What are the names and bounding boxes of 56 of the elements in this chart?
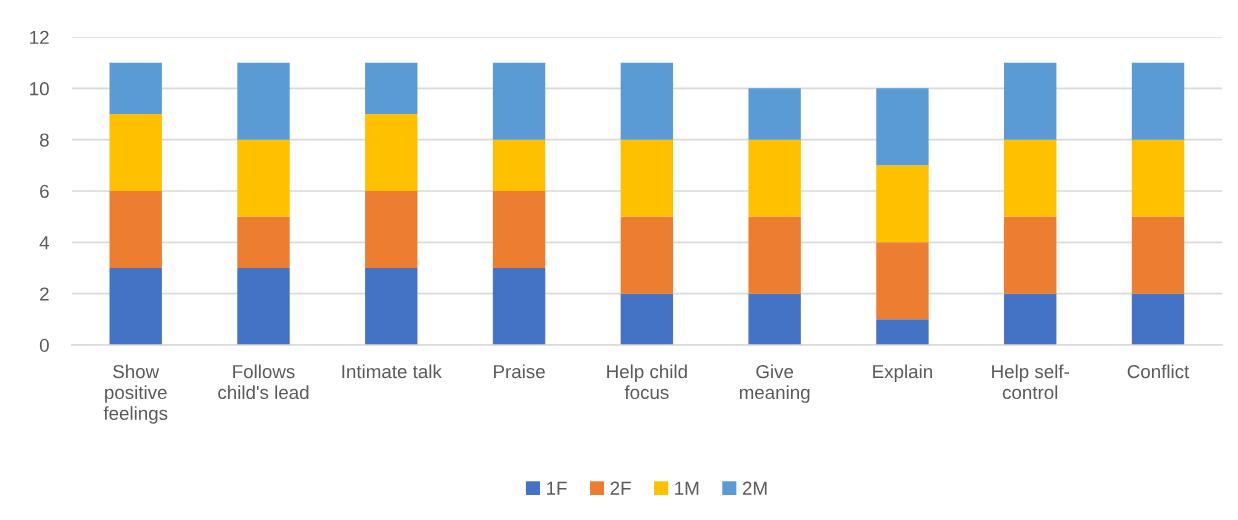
bar [1131, 293, 1185, 346]
bar [237, 139, 290, 217]
bar [492, 139, 546, 192]
legend-label: 2F [610, 481, 631, 495]
x-tick-label: Help self- control [992, 364, 1069, 400]
bar [748, 88, 801, 140]
x-tick-label: Follows child's lead [218, 364, 309, 400]
x-tick-label: Conflict [1127, 364, 1190, 379]
x-tick-label: Help child focus [607, 364, 687, 400]
bar [109, 62, 162, 115]
bar [1004, 293, 1057, 346]
y-tick-label: 4 [39, 236, 50, 250]
bar [620, 293, 674, 346]
bar [620, 62, 674, 140]
bar [876, 242, 929, 320]
y-tick-label: 6 [40, 184, 49, 198]
y-tick-label: 8 [39, 133, 49, 147]
x-tick-label: Explain [873, 364, 932, 382]
bar [748, 216, 801, 294]
bar [492, 62, 546, 140]
y-tick-label: 0 [39, 338, 49, 352]
bar [365, 268, 418, 346]
y-tick-label: 12 [30, 30, 49, 44]
bar [365, 114, 418, 192]
bar [748, 139, 801, 217]
bar [1004, 62, 1057, 140]
bar [1131, 139, 1185, 217]
bar [620, 139, 674, 217]
x-tick-label: Intimate talk [342, 364, 442, 379]
legend-label: 1F [547, 481, 567, 495]
bar [492, 268, 546, 346]
bar [876, 319, 929, 346]
x-tick-label: Praise [494, 364, 545, 379]
x-tick-label: Give meaning [739, 364, 810, 403]
legend-label: 1M [675, 481, 699, 495]
bar [876, 88, 929, 166]
bar [1131, 62, 1185, 140]
bar [748, 293, 801, 346]
bar [109, 268, 162, 346]
bar [237, 268, 290, 346]
bar [1131, 216, 1185, 294]
bar [492, 191, 546, 269]
bar [237, 62, 290, 140]
bar [876, 165, 929, 243]
y-tick-label: 10 [30, 82, 49, 96]
bar [1004, 139, 1057, 217]
bar [1004, 216, 1057, 294]
bar [237, 216, 290, 269]
legend-label: 2M [742, 481, 767, 495]
x-tick-label: Show positive feelings [103, 364, 168, 424]
bar [365, 191, 418, 269]
bar [620, 216, 674, 294]
y-tick-label: 2 [40, 287, 49, 301]
bar [109, 114, 162, 192]
bar [365, 62, 418, 115]
bar [109, 191, 162, 269]
